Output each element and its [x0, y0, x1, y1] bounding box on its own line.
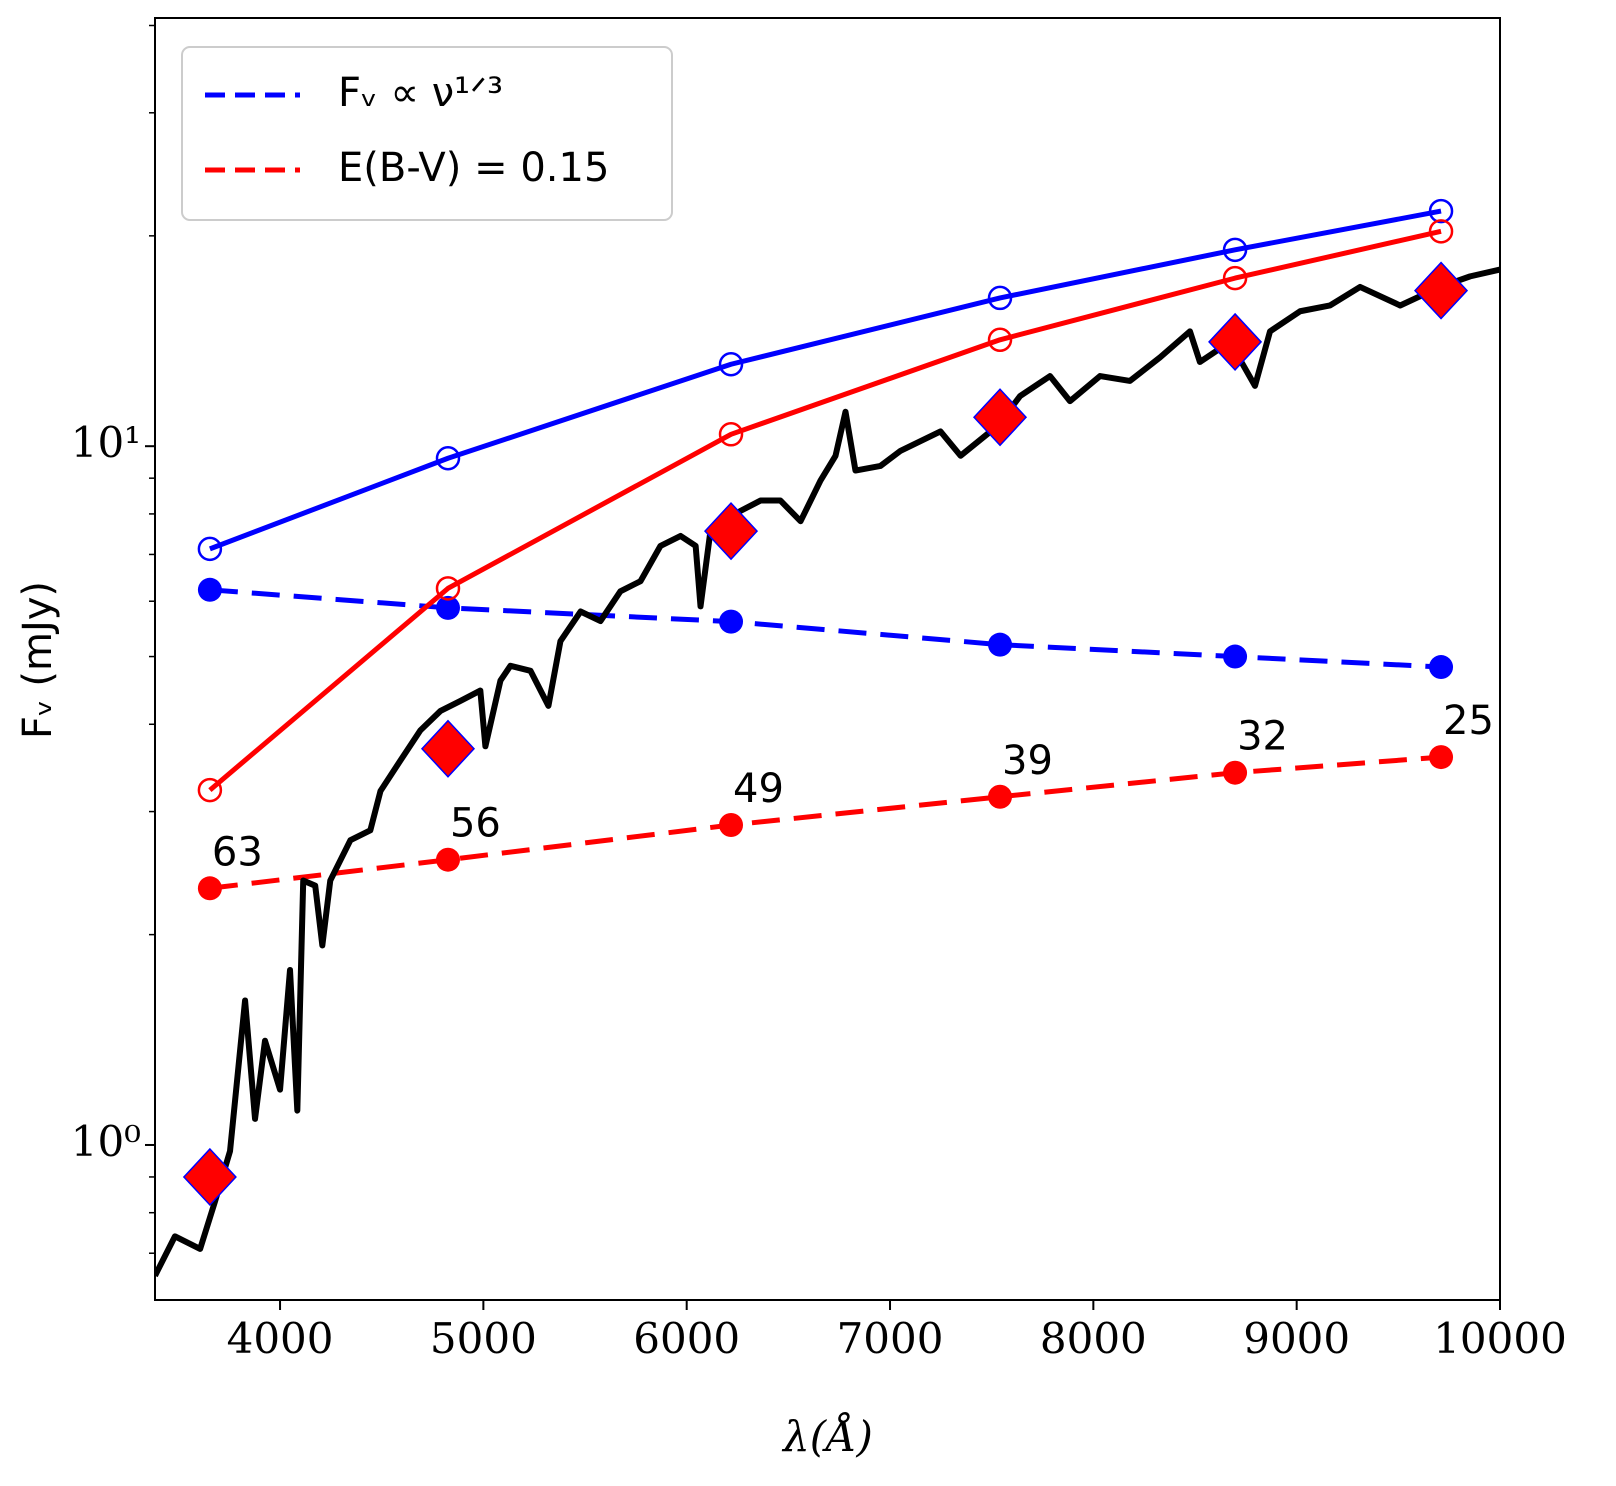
- marker: [1429, 745, 1454, 770]
- marker: [988, 784, 1013, 809]
- series-line: [208, 228, 1442, 793]
- x-tick-label: 5000: [430, 1314, 537, 1363]
- data-label: 25: [1443, 698, 1494, 744]
- diamond-marker: [703, 501, 759, 561]
- marker: [435, 847, 460, 872]
- legend-label: E(B-V) = 0.15: [338, 145, 609, 191]
- marker: [1428, 219, 1454, 244]
- marker: [719, 813, 744, 838]
- marker: [197, 876, 222, 901]
- marker: [435, 576, 461, 601]
- marker: [197, 536, 223, 562]
- diamond-marker: [1414, 261, 1469, 320]
- marker: [988, 632, 1013, 657]
- marker: [1223, 760, 1248, 785]
- y-tick-label: 10¹: [71, 418, 141, 467]
- x-tick-label: 4000: [227, 1314, 334, 1363]
- diamond-marker: [1208, 312, 1263, 372]
- series-line: [209, 754, 1442, 891]
- x-tick-label: 9000: [1243, 1314, 1350, 1363]
- x-tick-label: 6000: [633, 1314, 740, 1363]
- data-label: 49: [733, 766, 784, 812]
- series-line: [209, 208, 1442, 552]
- data-label: 32: [1237, 714, 1288, 760]
- marker: [718, 352, 744, 377]
- x-tick-label: 8000: [1040, 1314, 1147, 1363]
- marker: [435, 446, 461, 471]
- marker: [197, 777, 223, 803]
- x-tick-label: 7000: [837, 1314, 944, 1363]
- legend-box: [181, 46, 673, 221]
- series-line: [209, 587, 1442, 670]
- legend-label: Fᵥ ∝ ν¹ᐟ³: [338, 70, 503, 116]
- plot-area: 63 56 49 39 32 25: [155, 198, 1500, 1278]
- diamond-marker: [182, 1147, 237, 1207]
- marker: [1222, 265, 1248, 291]
- data-label: 56: [450, 801, 501, 847]
- diamond-marker: [420, 719, 476, 778]
- data-label: 63: [212, 829, 263, 875]
- series-line: [155, 266, 1500, 1278]
- data-label: 39: [1002, 738, 1053, 784]
- legend: Fᵥ ∝ ν¹ᐟ³ E(B-V) = 0.15: [181, 46, 673, 221]
- marker: [435, 595, 460, 620]
- marker: [987, 327, 1013, 353]
- marker: [718, 422, 744, 447]
- diamond-marker: [972, 388, 1028, 447]
- marker: [1428, 198, 1454, 224]
- marker: [1222, 237, 1248, 263]
- x-tick-label: 10000: [1433, 1314, 1567, 1363]
- x-axis-label: λ(Å): [781, 1411, 873, 1461]
- axes-frame: [154, 17, 1501, 1301]
- y-axis-label: Fᵥ (mJy): [15, 581, 61, 739]
- marker: [1223, 644, 1248, 669]
- marker: [197, 577, 222, 602]
- marker: [719, 609, 744, 634]
- marker: [1429, 655, 1454, 680]
- y-tick-label: 10⁰: [71, 1117, 141, 1166]
- marker: [987, 285, 1013, 311]
